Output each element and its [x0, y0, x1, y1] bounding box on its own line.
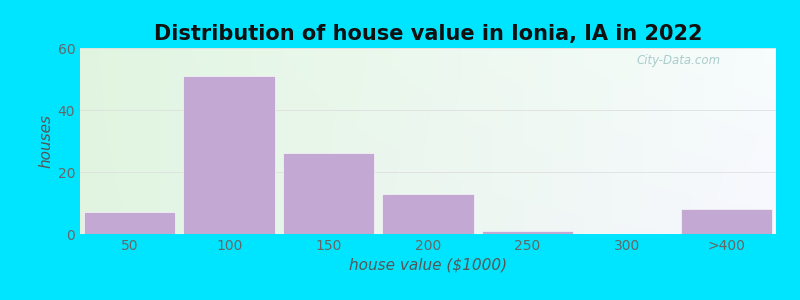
Bar [681, 209, 772, 234]
Bar [283, 153, 374, 234]
Y-axis label: houses: houses [38, 114, 54, 168]
Bar [382, 194, 474, 234]
Bar [482, 231, 573, 234]
Title: Distribution of house value in Ionia, IA in 2022: Distribution of house value in Ionia, IA… [154, 24, 702, 44]
Bar [84, 212, 175, 234]
Text: City-Data.com: City-Data.com [637, 54, 721, 67]
X-axis label: house value ($1000): house value ($1000) [349, 257, 507, 272]
Bar [183, 76, 275, 234]
